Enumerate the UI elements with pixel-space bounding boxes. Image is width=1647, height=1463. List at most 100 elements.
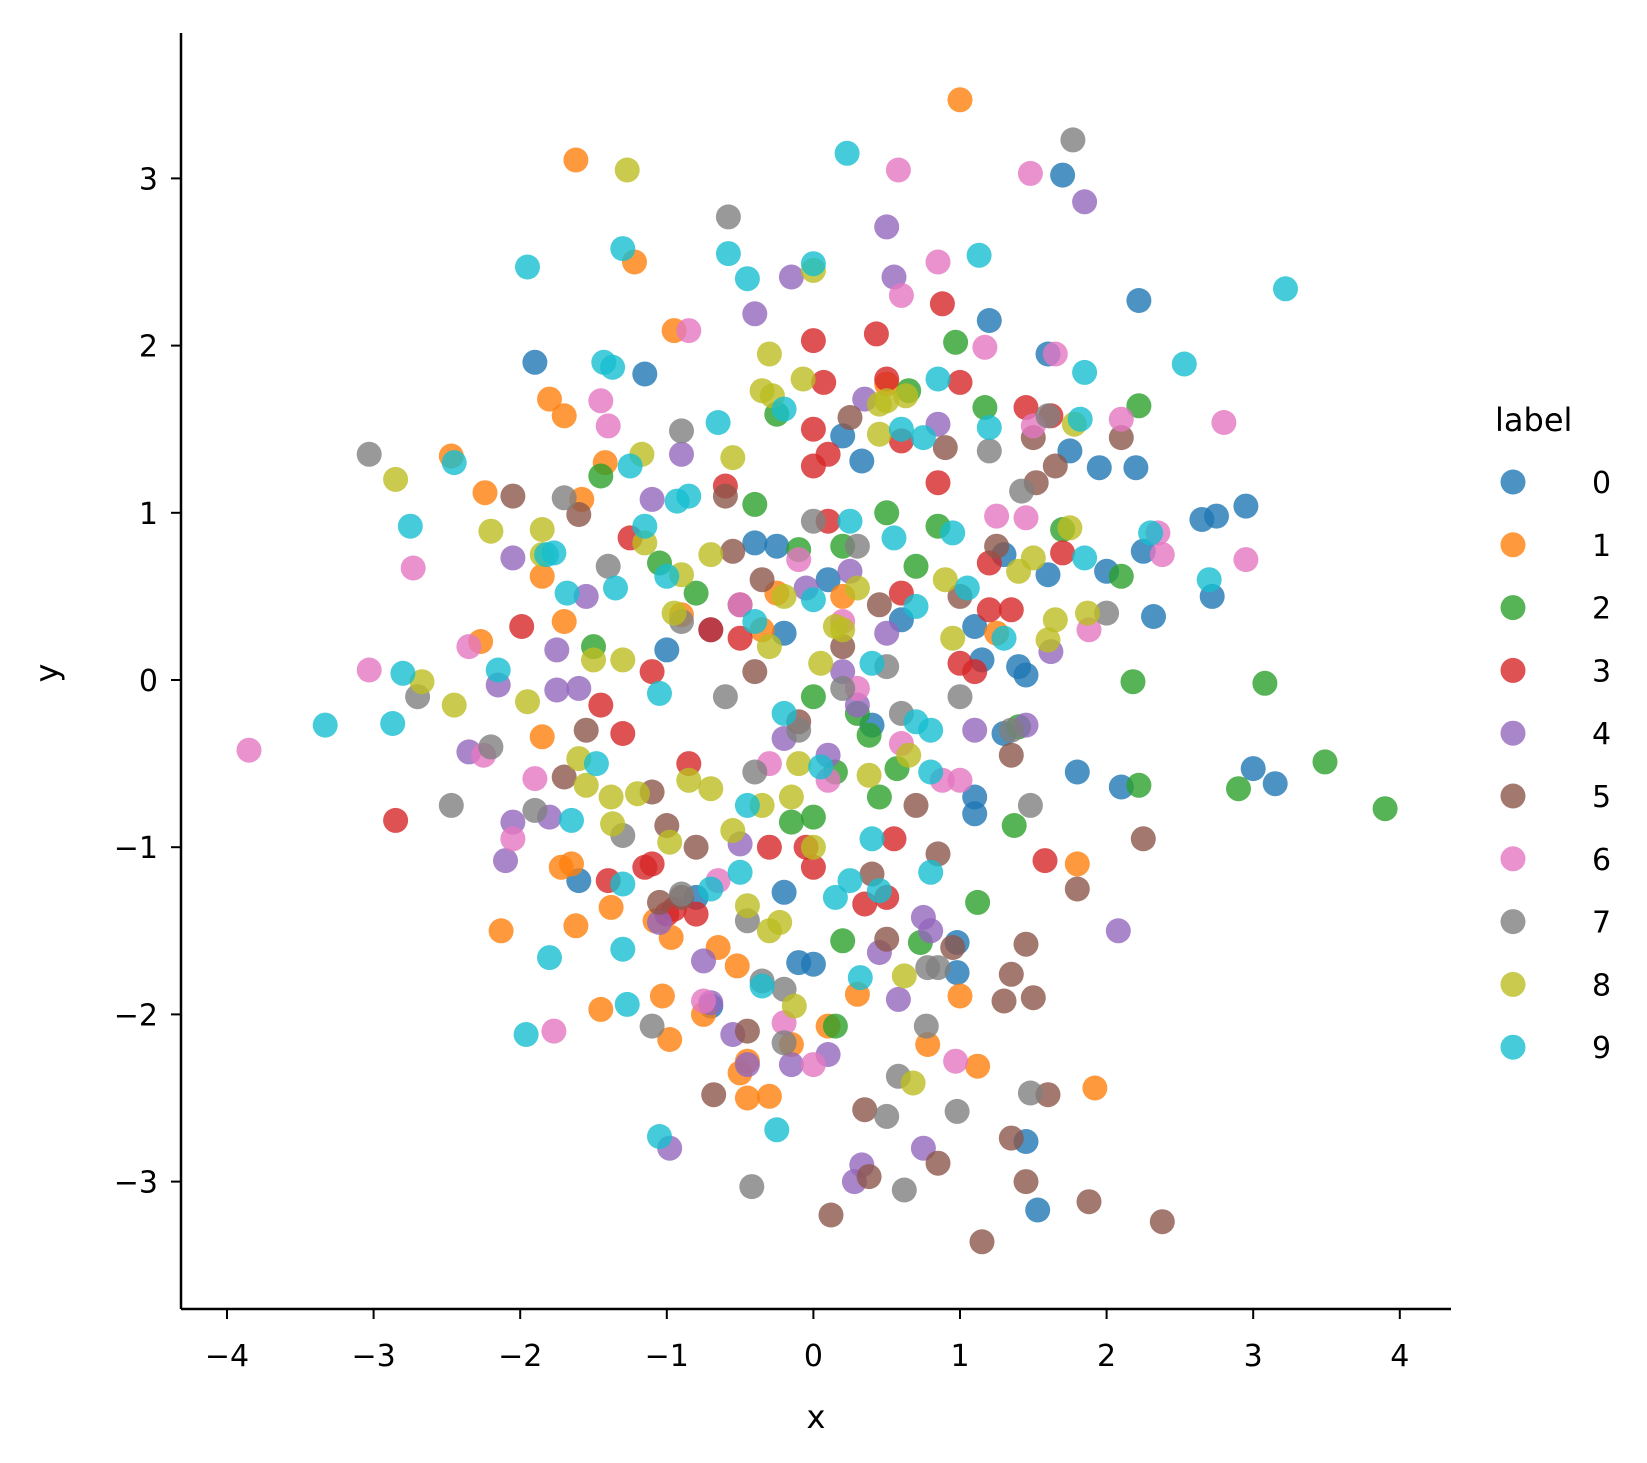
y-tick-label: 3 [139,162,158,197]
data-point [551,764,577,790]
data-point [742,530,768,556]
data-point [1108,406,1134,432]
legend-marker [1500,846,1526,872]
legend-item-8: 8 [1500,968,1611,1003]
data-point [649,983,675,1009]
data-point [625,781,650,807]
data-point [712,684,738,710]
data-point [800,416,826,442]
data-point [742,491,768,517]
x-axis-label: x [807,1398,826,1436]
data-point [676,767,702,793]
x-tick-label: −3 [351,1339,395,1374]
data-point [834,140,860,166]
data-point [698,617,724,643]
data-point [800,251,826,277]
data-point [400,555,426,581]
data-point [1105,918,1131,944]
legend-item-0: 0 [1500,466,1611,501]
x-tick-label: 3 [1244,1339,1263,1374]
data-point [903,709,929,735]
data-point [610,236,636,262]
data-point [856,762,882,788]
data-point [800,854,826,880]
data-point [815,441,841,467]
data-point [1067,406,1093,432]
data-point [661,600,687,626]
data-point [1108,425,1134,451]
data-point [1108,563,1134,589]
data-point [598,894,624,920]
data-point [767,909,793,935]
data-point [932,567,958,593]
data-point [1017,160,1043,186]
data-point [632,361,658,387]
data-point [874,214,900,240]
data-point [1211,410,1237,435]
data-point [236,737,262,763]
data-point [1086,455,1112,481]
data-point [756,341,782,367]
y-axis-label: y [28,664,66,683]
data-point [639,659,665,685]
data-point [683,834,709,860]
data-point [522,797,548,823]
data-point [874,620,900,646]
data-point [786,717,812,743]
data-point [712,483,738,509]
y-tick-label: −1 [114,831,158,866]
data-point [947,684,973,710]
data-point [972,334,998,360]
data-point [559,851,584,877]
legend-item-5: 5 [1500,780,1611,815]
legend-marker [1500,469,1526,495]
data-point [1252,670,1278,696]
data-point [600,811,626,837]
data-point [976,438,1002,464]
data-point [742,609,768,634]
data-point [698,776,724,802]
data-point [778,264,804,290]
data-point [778,784,804,810]
data-point [1064,759,1090,785]
data-point [778,809,804,835]
data-point [944,1098,970,1124]
data-point [885,986,911,1012]
data-point [1126,288,1152,313]
data-point [1120,669,1146,695]
data-point [1138,520,1164,546]
legend-marker [1500,532,1526,558]
data-point [837,868,863,894]
y-tick-label: 0 [139,664,158,699]
data-point [940,625,966,651]
data-point [1006,558,1032,584]
data-point [976,597,1002,623]
data-point [598,784,624,810]
legend-label: 4 [1592,717,1611,752]
legend-items: 0 1 2 3 4 5 6 7 8 9 [1500,466,1611,1066]
data-point [1050,162,1076,188]
data-point [1013,1169,1039,1195]
data-point [749,973,775,999]
data-point [910,425,936,451]
data-point [478,734,504,760]
data-point [727,859,753,885]
data-point [837,508,863,534]
data-point [925,470,951,496]
y-ticks: −3 −2 −1 0 1 2 3 [114,162,181,1201]
data-point [947,369,973,395]
data-point [1075,600,1100,626]
data-point [1149,542,1175,568]
data-point [998,1125,1024,1151]
legend-label: 9 [1592,1031,1611,1066]
data-point [771,879,797,905]
data-point [1082,1075,1108,1101]
data-point [830,928,856,954]
data-point [734,1018,760,1044]
data-point [603,575,628,601]
data-point [790,366,816,392]
data-point [669,441,694,467]
data-point [647,680,672,706]
series-7 [356,127,1120,1203]
data-point [881,826,907,852]
